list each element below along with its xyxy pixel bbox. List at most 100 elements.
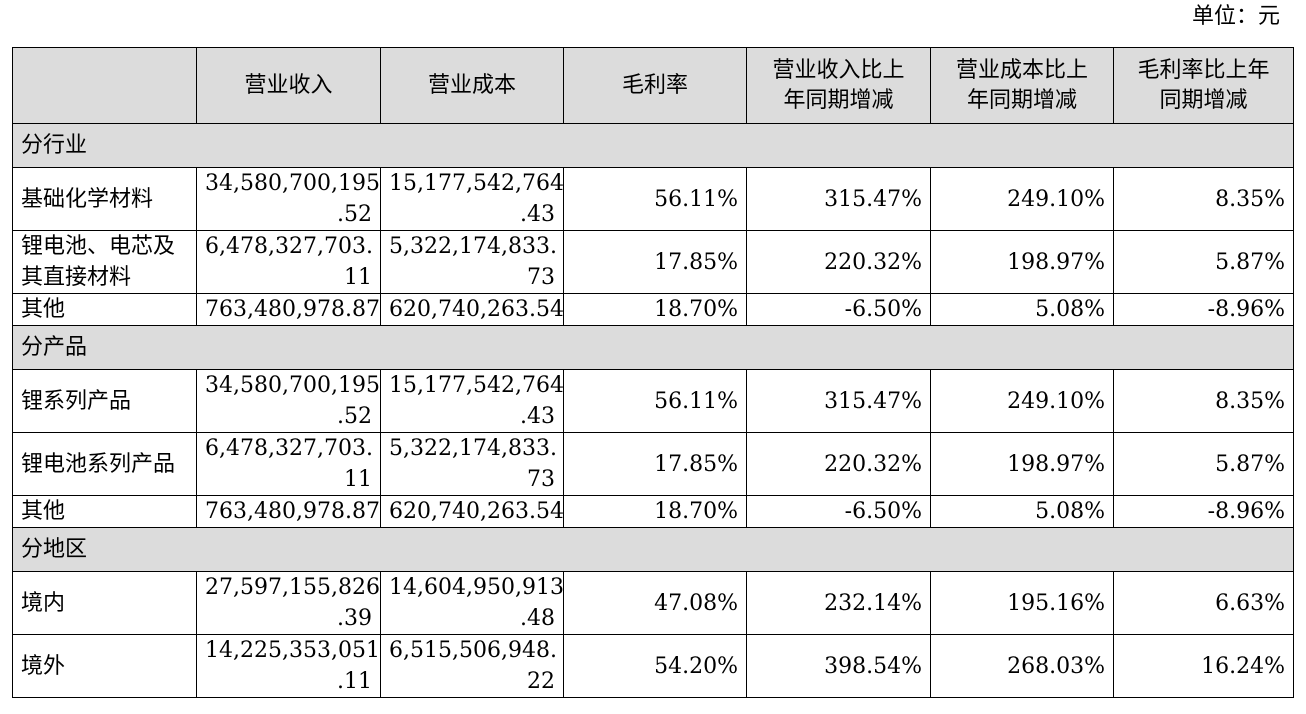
cost-cell-line1: 15,177,542,764 [389, 373, 564, 398]
row-name: 锂系列产品 [12, 369, 197, 433]
cost-change-cell: 198.97% [930, 432, 1114, 496]
revenue-cell: 763,480,978.87 [196, 495, 381, 528]
row-name: 境内 [12, 571, 197, 635]
header-cell: 毛利率比上年 同期增减 [1113, 47, 1294, 124]
revenue-cell-line2: 11 [344, 265, 372, 290]
table-row: 其他 763,480,978.87 620,740,263.54 18.70% -6.5… [12, 293, 1294, 326]
cost-cell: 15,177,542,764 .43 [380, 167, 564, 231]
section-row: 分产品 [12, 325, 1294, 370]
cost-cell-line1: 5,322,174,833. [389, 436, 557, 461]
margin-change-cell: 5.87% [1113, 230, 1294, 294]
cost-cell: 14,604,950,913 .48 [380, 571, 564, 635]
revenue-cell-line2: .11 [337, 669, 372, 694]
revenue-change-cell: -6.50% [746, 495, 931, 528]
header-cell [12, 47, 197, 124]
margin-cell: 17.85% [563, 432, 747, 496]
section-row: 分行业 [12, 123, 1294, 168]
cost-change-cell: 268.03% [930, 634, 1114, 698]
revenue-change-cell: 398.54% [746, 634, 931, 698]
margin-cell: 18.70% [563, 495, 747, 528]
unit-label: 单位：元 [1191, 4, 1280, 29]
cost-cell-line2: 22 [527, 669, 555, 694]
row-name: 锂电池系列产品 [12, 432, 197, 496]
cost-cell-line1: 14,604,950,913 [389, 575, 564, 600]
section-title: 分行业 [12, 123, 1294, 168]
cost-cell: 5,322,174,833. 73 [380, 432, 564, 496]
revenue-cell-line1: 6,478,327,703. [205, 234, 373, 259]
row-name: 其他 [12, 495, 197, 528]
margin-change-cell: 8.35% [1113, 369, 1294, 433]
revenue-cell-line1: 27,597,155,826 [205, 575, 380, 600]
section-row: 分地区 [12, 527, 1294, 572]
margin-change-cell: 5.87% [1113, 432, 1294, 496]
cost-change-cell: 249.10% [930, 369, 1114, 433]
revenue-cell: 763,480,978.87 [196, 293, 381, 326]
table-row: 基础化学材料 34,580,700,195 .52 15,177,542,764 .43… [12, 167, 1294, 231]
margin-change-cell: 16.24% [1113, 634, 1294, 698]
revenue-change-cell: 232.14% [746, 571, 931, 635]
revenue-cell: 34,580,700,195 .52 [196, 369, 381, 433]
revenue-change-cell: 220.32% [746, 432, 931, 496]
margin-change-cell: -8.96% [1113, 495, 1294, 528]
header-cell: 毛利率 [563, 47, 747, 124]
margin-cell: 18.70% [563, 293, 747, 326]
cost-cell: 6,515,506,948. 22 [380, 634, 564, 698]
revenue-change-cell: 315.47% [746, 167, 931, 231]
revenue-cell-line1: 6,478,327,703. [205, 436, 373, 461]
cost-cell-line1: 5,322,174,833. [389, 234, 557, 259]
revenue-change-cell: 315.47% [746, 369, 931, 433]
table-row: 境内 27,597,155,826 .39 14,604,950,913 .48 47.0… [12, 571, 1294, 635]
cost-cell-line2: 73 [527, 265, 555, 290]
cost-change-cell: 5.08% [930, 495, 1114, 528]
row-name: 境外 [12, 634, 197, 698]
margin-cell: 56.11% [563, 369, 747, 433]
margin-change-cell: 8.35% [1113, 167, 1294, 231]
cost-change-cell: 249.10% [930, 167, 1114, 231]
header-cell: 营业成本比上 年同期增减 [930, 47, 1114, 124]
table-row: 其他 763,480,978.87 620,740,263.54 18.70% -6.5… [12, 495, 1294, 528]
cost-cell: 5,322,174,833. 73 [380, 230, 564, 294]
revenue-cell-line2: 11 [344, 467, 372, 492]
revenue-cell-line1: 34,580,700,195 [205, 171, 380, 196]
section-title: 分地区 [12, 527, 1294, 572]
revenue-cell: 27,597,155,826 .39 [196, 571, 381, 635]
cost-cell-line1: 6,515,506,948. [389, 638, 557, 663]
revenue-cell: 6,478,327,703. 11 [196, 432, 381, 496]
revenue-cell-line2: .52 [337, 202, 372, 227]
margin-change-cell: 6.63% [1113, 571, 1294, 635]
margin-change-cell: -8.96% [1113, 293, 1294, 326]
section-title: 分产品 [12, 325, 1294, 370]
cost-cell: 620,740,263.54 [380, 495, 564, 528]
header-cell: 营业收入比上 年同期增减 [746, 47, 931, 124]
cost-cell: 15,177,542,764 .43 [380, 369, 564, 433]
cost-cell: 620,740,263.54 [380, 293, 564, 326]
revenue-cell-line1: 14,225,353,051 [205, 638, 380, 663]
row-name: 锂电池、电芯及其直接材料 [12, 230, 197, 294]
table-row: 境外 14,225,353,051 .11 6,515,506,948. 22 54.20… [12, 634, 1294, 698]
header-cell: 营业成本 [380, 47, 564, 124]
header-cell: 营业收入 [196, 47, 381, 124]
revenue-cell-line1: 34,580,700,195 [205, 373, 380, 398]
cost-cell-line2: .43 [520, 404, 555, 429]
revenue-cell: 34,580,700,195 .52 [196, 167, 381, 231]
financial-table: 营业收入 营业成本 毛利率 营业收入比上 年同期增减 营业成本比上 年同期增减 … [12, 47, 1294, 698]
revenue-change-cell: -6.50% [746, 293, 931, 326]
row-name: 基础化学材料 [12, 167, 197, 231]
cost-cell-line2: .48 [520, 606, 555, 631]
revenue-cell-line2: .52 [337, 404, 372, 429]
cost-change-cell: 195.16% [930, 571, 1114, 635]
cost-change-cell: 198.97% [930, 230, 1114, 294]
cost-cell-line2: 73 [527, 467, 555, 492]
table-row: 锂系列产品 34,580,700,195 .52 15,177,542,764 .43 5… [12, 369, 1294, 433]
table-row: 锂电池、电芯及其直接材料 6,478,327,703. 11 5,322,174,83… [12, 230, 1294, 294]
cost-change-cell: 5.08% [930, 293, 1114, 326]
margin-cell: 47.08% [563, 571, 747, 635]
margin-cell: 54.20% [563, 634, 747, 698]
revenue-cell: 6,478,327,703. 11 [196, 230, 381, 294]
margin-cell: 56.11% [563, 167, 747, 231]
revenue-change-cell: 220.32% [746, 230, 931, 294]
revenue-cell: 14,225,353,051 .11 [196, 634, 381, 698]
margin-cell: 17.85% [563, 230, 747, 294]
table-row: 锂电池系列产品 6,478,327,703. 11 5,322,174,833. 73 1… [12, 432, 1294, 496]
row-name: 其他 [12, 293, 197, 326]
